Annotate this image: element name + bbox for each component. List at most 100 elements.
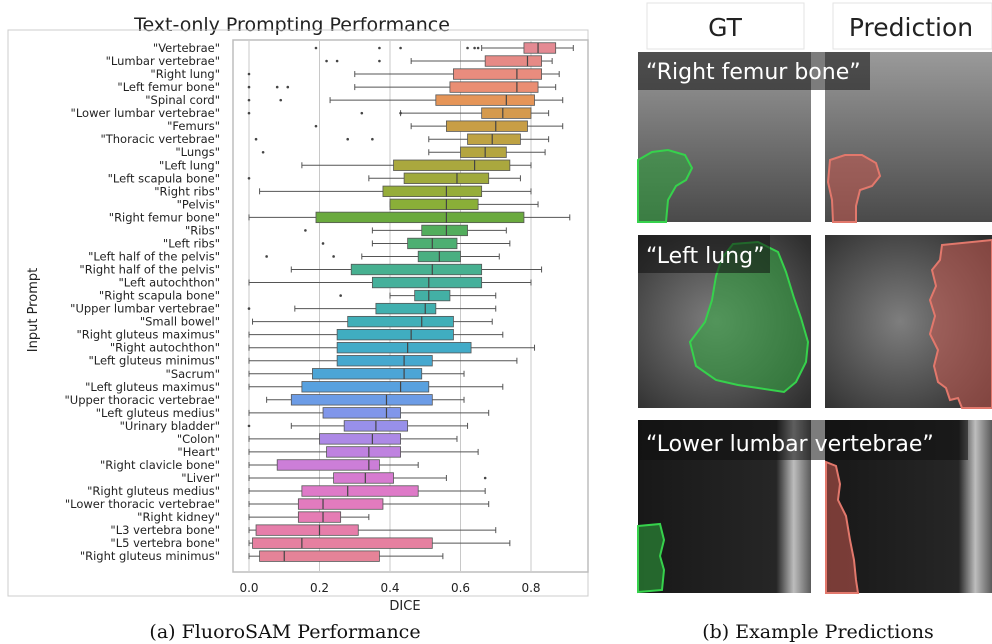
box-group xyxy=(248,537,511,549)
box-group xyxy=(339,289,497,302)
box xyxy=(481,107,532,119)
box-group xyxy=(248,524,497,536)
category-label: "Lungs" xyxy=(175,145,220,159)
outlier-point xyxy=(247,307,251,310)
box-group xyxy=(314,42,574,54)
box-group xyxy=(254,133,550,145)
box xyxy=(375,302,437,315)
category-label: "Right kidney" xyxy=(137,510,220,524)
category-label: "Upper lumbar vertebrae" xyxy=(70,302,220,316)
outlier-point xyxy=(332,255,335,258)
box xyxy=(333,472,394,484)
category-label: "L5 vertebra bone" xyxy=(110,536,220,550)
category-label: "Liver" xyxy=(181,471,220,485)
box xyxy=(453,68,542,80)
box-group xyxy=(248,407,490,419)
box xyxy=(484,55,542,67)
box xyxy=(312,368,423,380)
box xyxy=(435,94,535,106)
category-label: "Upper thoracic vertebrae" xyxy=(64,393,220,407)
category-label: "Right half of the pelvis" xyxy=(79,263,220,277)
box xyxy=(414,289,451,302)
outlier-point xyxy=(314,46,318,50)
box-group xyxy=(266,394,465,406)
box xyxy=(389,198,479,211)
outlier-point xyxy=(378,59,381,63)
outlier-point xyxy=(265,255,268,258)
outlier-point xyxy=(399,46,402,50)
category-label: "Ribs" xyxy=(185,223,220,237)
category-label: "Left femur bone" xyxy=(117,80,220,94)
outlier-point xyxy=(325,59,328,63)
category-label: "Femurs" xyxy=(167,119,220,133)
box xyxy=(315,211,525,224)
category-label: "Right femur bone" xyxy=(109,210,220,224)
category-label: "Lower lumbar vertebrae" xyxy=(71,106,220,120)
prompt-label-1: “Right femur bone” xyxy=(646,60,861,85)
column-header-prediction: Prediction xyxy=(849,13,973,42)
box-group xyxy=(248,498,490,510)
x-tick-label: 0.2 xyxy=(310,581,329,595)
x-tick-label: 0.8 xyxy=(521,581,540,595)
box-group xyxy=(247,94,564,106)
box xyxy=(523,42,557,54)
pred-header-box xyxy=(832,2,992,50)
box-group xyxy=(265,250,500,263)
box xyxy=(255,524,359,536)
outlier-point xyxy=(275,85,279,89)
outlier-point xyxy=(321,242,325,245)
outlier-point xyxy=(378,46,381,50)
category-label: "L3 vertebra bone" xyxy=(110,523,220,537)
gt-mask-1 xyxy=(637,148,694,223)
box-group xyxy=(248,511,370,523)
box xyxy=(297,498,384,510)
box-group xyxy=(290,263,543,276)
box-group xyxy=(389,198,539,211)
prompt-banner-1 xyxy=(638,52,870,90)
boxes xyxy=(247,42,574,562)
outlier-point xyxy=(247,177,251,180)
box xyxy=(336,355,433,367)
category-label: "Heart" xyxy=(177,445,220,459)
box-group xyxy=(301,159,532,171)
category-label: "Lower thoracic vertebrae" xyxy=(65,497,220,511)
box xyxy=(301,485,419,497)
box xyxy=(336,342,472,354)
chart-title: Text-only Prompting Performance xyxy=(133,14,450,36)
plot-area xyxy=(232,39,589,573)
prompt-banner-3 xyxy=(638,420,968,460)
gt-mask-3 xyxy=(637,522,666,594)
category-label: "Right gluteus minimus" xyxy=(80,549,220,563)
category-label: "Right scapula bone" xyxy=(99,289,220,303)
x-tick-label: 0.6 xyxy=(451,581,470,595)
box-group xyxy=(304,224,507,237)
category-label: "Colon" xyxy=(177,432,220,446)
box-group xyxy=(261,146,546,158)
y-axis-label: Input Prompt xyxy=(26,268,41,352)
predictions-panel: GT Prediction “Right femur bone” “Left l… xyxy=(637,2,992,643)
box xyxy=(347,315,454,328)
pred-mask-3 xyxy=(825,460,860,594)
box xyxy=(252,537,433,549)
category-label: "Left gluteus medius" xyxy=(96,406,220,420)
outlier-point xyxy=(483,476,487,480)
box xyxy=(259,550,380,562)
category-label: "Left scapula bone" xyxy=(108,171,220,185)
example-row-2: “Left lung” xyxy=(638,235,992,409)
caption-right: (b) Example Predictions xyxy=(702,621,934,643)
box-group xyxy=(248,459,419,471)
outlier-point xyxy=(473,46,476,50)
category-label: "Right gluteus maximus" xyxy=(76,328,220,342)
box xyxy=(403,172,490,184)
category-label: "Left half of the pelvis" xyxy=(88,249,220,263)
box xyxy=(467,133,521,145)
box-group xyxy=(248,342,536,354)
box-group xyxy=(314,120,564,132)
outlier-point xyxy=(247,111,251,115)
box-group xyxy=(248,550,444,562)
outlier-point xyxy=(466,46,469,50)
box-group xyxy=(248,211,571,224)
box-group xyxy=(248,276,532,289)
box xyxy=(336,329,454,341)
